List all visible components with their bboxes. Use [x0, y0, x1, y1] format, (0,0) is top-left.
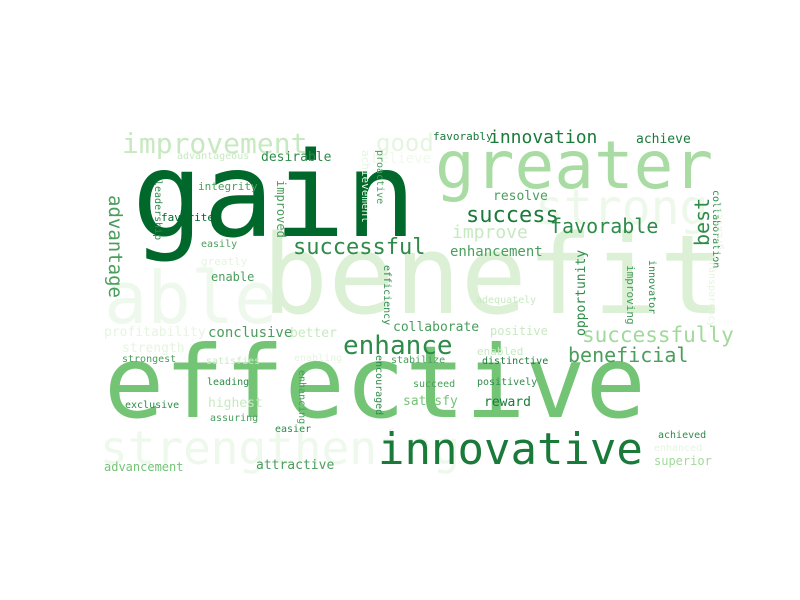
word-enhance: enhance: [343, 331, 453, 361]
word-advancement: advancement: [104, 460, 184, 474]
word-satisfies: satisfies: [206, 356, 261, 367]
word-enhanced: enhanced: [654, 443, 703, 454]
word-better: better: [290, 326, 337, 341]
word-favorite: favorite: [161, 211, 214, 224]
word-improving: improving: [624, 265, 637, 325]
word-successfully: successfully: [582, 323, 734, 347]
word-believe: believe: [372, 151, 432, 167]
word-advantage: advantage: [104, 195, 126, 298]
word-improve: improve: [452, 222, 528, 243]
word-stabilize: stabilize: [391, 355, 446, 366]
word-enhancing: enhancing: [296, 370, 307, 425]
word-assuring: assuring: [210, 413, 259, 424]
word-satisfy: satisfy: [403, 394, 458, 409]
word-gain: gain: [132, 126, 417, 264]
word-easier: easier: [275, 424, 312, 435]
word-easily: easily: [201, 239, 238, 250]
word-leadership: leadership: [152, 180, 163, 241]
word-able: able: [104, 256, 278, 340]
word-efficiency: efficiency: [381, 265, 392, 326]
word-integrity: integrity: [198, 180, 258, 193]
word-conclusive: conclusive: [208, 325, 293, 341]
word-encouraged: encouraged: [373, 355, 384, 416]
word-strongest: strongest: [122, 354, 177, 365]
word-strength: strength: [122, 341, 185, 356]
word-exclusive: exclusive: [125, 400, 180, 411]
word-enabled: enabled: [477, 345, 524, 358]
word-positively: positively: [477, 377, 538, 388]
word-achieved: achieved: [658, 430, 707, 441]
word-opportunity: opportunity: [574, 249, 589, 336]
word-favorably: favorably: [433, 130, 493, 143]
word-collaborate: collaborate: [393, 320, 480, 335]
word-success: success: [466, 203, 559, 228]
word-greatly: greatly: [201, 255, 248, 268]
word-enable: enable: [211, 270, 255, 284]
word-benefit: benefit: [262, 211, 726, 339]
word-desirable: desirable: [261, 150, 332, 165]
word-strong: strong: [535, 180, 709, 236]
word-innovative: innovative: [378, 424, 643, 475]
word-greatest: greatest: [714, 201, 725, 250]
word-enhancement: enhancement: [450, 244, 543, 260]
word-highest: highest: [208, 396, 263, 411]
word-strengthening: strengthening: [100, 421, 461, 475]
word-leading: leading: [207, 377, 250, 388]
word-profitability: profitability: [104, 325, 206, 340]
word-advantageous: advantageous: [177, 151, 250, 162]
word-improvement: improvement: [122, 127, 308, 160]
word-achievement: achievement: [359, 150, 372, 223]
word-successful: successful: [293, 235, 426, 260]
word-good: good: [376, 129, 434, 157]
word-innovation: innovation: [489, 127, 598, 148]
word-positive: positive: [490, 324, 548, 338]
word-attractive: attractive: [256, 458, 335, 473]
word-succeed: succeed: [413, 379, 456, 390]
word-favorable: favorable: [550, 214, 659, 238]
word-best: best: [690, 197, 714, 246]
word-superior: superior: [654, 454, 712, 468]
word-resolve: resolve: [493, 189, 548, 204]
word-enabling: enabling: [294, 353, 343, 364]
word-distinctive: distinctive: [482, 356, 549, 367]
word-greater: greater: [435, 127, 714, 204]
word-innovator: innovator: [646, 260, 657, 315]
word-adequately: adequately: [476, 295, 537, 306]
word-effective: effective: [104, 324, 646, 441]
word-achieve: achieve: [636, 132, 691, 147]
word-improved: improved: [274, 180, 288, 238]
word-proactive: proactive: [374, 150, 385, 205]
word-beneficial: beneficial: [568, 343, 689, 367]
word-reward: reward: [484, 395, 531, 410]
word-transparency: transparency: [706, 255, 717, 328]
